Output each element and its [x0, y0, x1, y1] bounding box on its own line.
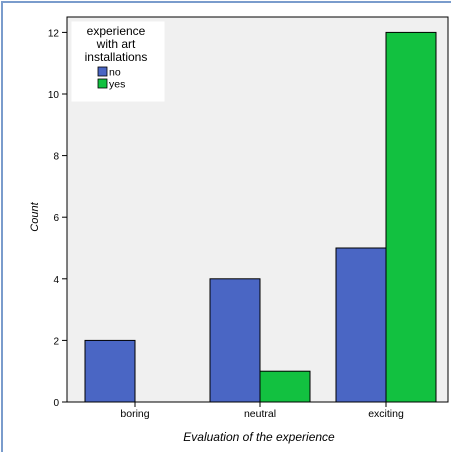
- legend-title-line-2: with art: [96, 37, 136, 51]
- legend-title-line-1: experience: [87, 24, 146, 38]
- y-tick-label: 6: [53, 213, 59, 224]
- bar-exciting-no: [335, 247, 387, 403]
- x-tick-label-boring: boring: [120, 408, 149, 420]
- y-tick-label: 2: [53, 336, 59, 347]
- y-tick-label: 10: [48, 90, 60, 101]
- bars-group: [84, 31, 437, 403]
- legend-swatch-yes: [97, 78, 108, 89]
- legend-swatch-no: [97, 66, 108, 77]
- x-tick-label-neutral: neutral: [244, 408, 276, 420]
- legend-label-yes: yes: [109, 79, 125, 91]
- y-axis: 0 2 4 6 8 10 12: [48, 28, 67, 409]
- legend-label-no: no: [109, 67, 121, 79]
- y-tick-label: 8: [53, 152, 59, 163]
- x-axis: boring neutral exciting: [120, 402, 404, 420]
- x-axis-title: Evaluation of the experience: [183, 430, 335, 444]
- bar-exciting-yes: [385, 31, 437, 403]
- bar-neutral-yes: [259, 370, 311, 403]
- bar-boring-no: [84, 339, 136, 403]
- legend-title-line-3: installations: [85, 50, 148, 64]
- y-tick-label: 12: [48, 28, 60, 39]
- y-axis-title: Count: [29, 201, 41, 231]
- x-tick-label-exciting: exciting: [368, 408, 404, 420]
- legend: experience with art installations no yes: [71, 21, 165, 102]
- bar-neutral-no: [209, 278, 261, 403]
- legend-box: [71, 21, 165, 102]
- y-tick-label: 0: [53, 398, 59, 409]
- y-tick-label: 4: [53, 275, 59, 286]
